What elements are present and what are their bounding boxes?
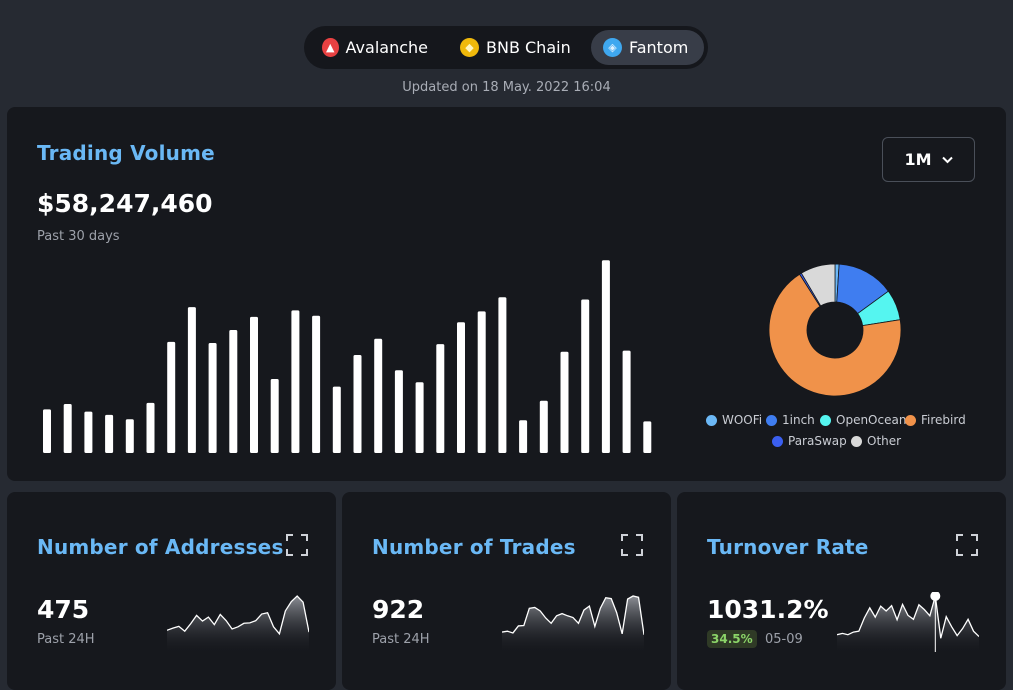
- volume-bar: [208, 343, 217, 453]
- volume-bar: [125, 419, 134, 453]
- tab-fantom[interactable]: ◈ Fantom: [591, 30, 704, 65]
- legend-label: Firebird: [921, 413, 966, 427]
- legend-firebird: Firebird: [905, 413, 966, 427]
- expand-icon[interactable]: [956, 534, 978, 556]
- legend-label: WOOFi: [722, 413, 763, 427]
- sparkline-area: [167, 596, 309, 652]
- volume-bar: [539, 400, 548, 453]
- legend-other: Other: [851, 434, 901, 448]
- volume-bar: [374, 338, 383, 453]
- volume-bar: [291, 310, 300, 453]
- period-value: 1M: [904, 150, 932, 169]
- volume-bar: [560, 351, 569, 453]
- volume-bar: [415, 382, 424, 453]
- chain-switcher: ▲ Avalanche ◆ BNB Chain ◈ Fantom: [304, 26, 708, 69]
- card-title: Trading Volume: [37, 141, 215, 165]
- volume-bar: [643, 421, 652, 453]
- volume-bar-chart: [43, 260, 652, 453]
- volume-bar: [167, 341, 176, 453]
- legend-dot: [772, 435, 783, 447]
- volume-bar: [332, 386, 341, 453]
- sparkline-line: [167, 595, 309, 636]
- legend-dot: [851, 435, 862, 447]
- sparkline-line: [502, 595, 644, 635]
- trades-sparkline: [502, 595, 644, 652]
- updated-timestamp: Updated on 18 May. 2022 16:04: [402, 80, 611, 95]
- tab-label: Avalanche: [345, 38, 428, 57]
- volume-bar: [581, 299, 590, 453]
- tab-label: BNB Chain: [486, 38, 571, 57]
- legend-dot: [706, 414, 717, 426]
- tab-label: Fantom: [629, 38, 689, 57]
- addresses-sparkline: [167, 595, 309, 652]
- volume-bar: [477, 311, 486, 453]
- avalanche-icon: ▲: [322, 38, 339, 57]
- tab-bnb-chain[interactable]: ◆ BNB Chain: [448, 30, 588, 65]
- trading-volume-card: Trading Volume $58,247,460 Past 30 days …: [7, 107, 1006, 481]
- volume-bar: [105, 414, 114, 453]
- legend-paraswap: ParaSwap: [772, 434, 847, 448]
- addresses-card: Number of Addresses 475 Past 24H: [7, 492, 336, 690]
- chevron-down-icon: [941, 156, 953, 163]
- legend-dot: [820, 414, 831, 426]
- card-title: Number of Trades: [372, 535, 576, 559]
- volume-bar: [187, 307, 196, 453]
- volume-bar: [63, 404, 72, 453]
- sparkline-area: [502, 596, 644, 652]
- trades-value: 922: [372, 595, 425, 624]
- turnover-date: 05-09: [765, 632, 803, 647]
- legend-label: Other: [867, 434, 902, 448]
- volume-bar: [312, 315, 321, 453]
- card-title: Number of Addresses: [37, 535, 284, 559]
- trades-card: Number of Trades 922 Past 24H: [342, 492, 671, 690]
- volume-bar: [394, 370, 403, 453]
- fantom-icon: ◈: [603, 38, 622, 57]
- expand-icon[interactable]: [286, 534, 308, 556]
- legend-label: OpenOcean: [836, 413, 907, 427]
- volume-bar: [353, 355, 362, 453]
- legend-dot: [905, 414, 916, 426]
- volume-bar: [498, 297, 507, 453]
- volume-bar: [146, 402, 155, 453]
- donut-slice-firebird[interactable]: [768, 273, 902, 397]
- legend-woofi: WOOFi: [706, 413, 762, 427]
- volume-bar: [229, 330, 238, 453]
- volume-bar: [84, 411, 93, 453]
- volume-bar: [601, 260, 610, 453]
- legend-label: ParaSwap: [788, 434, 847, 448]
- addresses-value: 475: [37, 595, 90, 624]
- tab-avalanche[interactable]: ▲ Avalanche: [310, 30, 440, 65]
- donut-slice-other[interactable]: [800, 263, 836, 307]
- turnover-card: Turnover Rate 1031.2% 34.5% 05-09: [677, 492, 1006, 690]
- period-select[interactable]: 1M: [882, 137, 975, 182]
- expand-icon[interactable]: [621, 534, 643, 556]
- trading-volume-value: $58,247,460: [37, 189, 213, 218]
- turnover-sparkline: [837, 592, 979, 652]
- turnover-value: 1031.2%: [707, 595, 829, 624]
- volume-bar: [457, 322, 465, 453]
- legend-label: 1inch: [782, 413, 815, 427]
- legend-openocean: OpenOcean: [820, 413, 906, 427]
- trading-volume-period: Past 30 days: [37, 229, 120, 244]
- volume-bar: [436, 344, 445, 453]
- card-title: Turnover Rate: [707, 535, 869, 559]
- volume-bar: [519, 420, 528, 453]
- aggregator-donut-chart: [768, 263, 902, 397]
- hover-point[interactable]: [930, 592, 941, 601]
- change-badge: 34.5%: [707, 630, 757, 648]
- addresses-period: Past 24H: [37, 632, 95, 647]
- volume-bar: [270, 379, 279, 453]
- volume-bar: [250, 316, 258, 453]
- volume-bar: [43, 409, 51, 453]
- legend-1inch: 1inch: [766, 413, 815, 427]
- bnb-icon: ◆: [460, 38, 479, 57]
- volume-bar: [622, 350, 631, 453]
- sparkline-area: [837, 596, 979, 652]
- trades-period: Past 24H: [372, 632, 430, 647]
- legend-dot: [766, 414, 777, 426]
- sparkline-line: [837, 595, 979, 639]
